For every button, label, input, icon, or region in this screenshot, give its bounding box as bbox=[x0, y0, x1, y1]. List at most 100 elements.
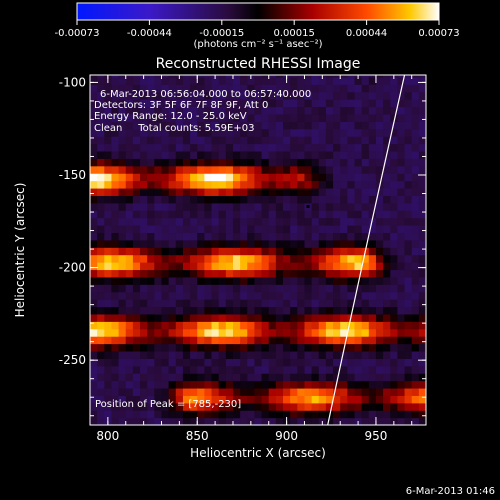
heatmap-cell bbox=[290, 91, 298, 100]
heatmap-cell bbox=[383, 328, 391, 337]
heatmap-cell bbox=[304, 387, 313, 396]
heatmap-cell bbox=[411, 195, 420, 204]
heatmap-cell bbox=[311, 180, 320, 189]
heatmap-cell bbox=[404, 284, 413, 293]
heatmap-cell bbox=[125, 336, 134, 345]
heatmap-cell bbox=[182, 173, 191, 182]
heatmap-cell bbox=[397, 313, 406, 322]
heatmap-cell bbox=[375, 395, 384, 404]
heatmap-cell bbox=[318, 91, 327, 100]
heatmap-cell bbox=[318, 180, 327, 189]
heatmap-cell bbox=[182, 91, 191, 100]
heatmap-cell bbox=[333, 217, 341, 226]
heatmap-cell bbox=[275, 173, 284, 182]
heatmap-cell bbox=[161, 210, 170, 219]
heatmap-cell bbox=[254, 410, 263, 419]
heatmap-cell bbox=[211, 306, 220, 315]
heatmap-cell bbox=[283, 165, 291, 174]
heatmap-cell bbox=[354, 410, 363, 419]
heatmap-cell bbox=[168, 373, 177, 382]
heatmap-cell bbox=[275, 402, 284, 411]
heatmap-cell bbox=[311, 365, 320, 374]
heatmap-cell bbox=[297, 113, 306, 122]
heatmap-cell bbox=[90, 365, 98, 374]
heatmap-cell bbox=[104, 136, 113, 145]
heatmap-cell bbox=[111, 217, 120, 226]
heatmap-cell bbox=[168, 76, 177, 85]
heatmap-cell bbox=[318, 136, 327, 145]
heatmap-cell bbox=[318, 254, 327, 263]
heatmap-cell bbox=[154, 276, 163, 285]
heatmap-cell bbox=[161, 106, 170, 115]
heatmap-cell bbox=[197, 99, 205, 108]
heatmap-cell bbox=[154, 150, 163, 159]
heatmap-cell bbox=[225, 395, 234, 404]
heatmap-cell bbox=[375, 402, 384, 411]
heatmap-cell bbox=[268, 350, 277, 359]
heatmap-cell bbox=[325, 84, 334, 93]
heatmap-cell bbox=[182, 106, 191, 115]
heatmap-cell bbox=[204, 180, 213, 189]
heatmap-cell bbox=[161, 321, 170, 330]
heatmap-cell bbox=[232, 410, 241, 419]
heatmap-cell bbox=[190, 136, 198, 145]
heatmap-cell bbox=[111, 387, 120, 396]
heatmap-cell bbox=[347, 343, 356, 352]
heatmap-cell bbox=[390, 150, 399, 159]
heatmap-cell bbox=[204, 165, 213, 174]
heatmap-cell bbox=[333, 91, 341, 100]
heatmap-cell bbox=[125, 276, 134, 285]
heatmap-cell bbox=[204, 150, 213, 159]
heatmap-cell bbox=[297, 247, 306, 256]
heatmap-cell bbox=[375, 321, 384, 330]
heatmap-cell bbox=[333, 313, 341, 322]
heatmap-cell bbox=[268, 269, 277, 278]
heatmap-cell bbox=[225, 76, 234, 85]
heatmap-cell bbox=[197, 239, 205, 248]
heatmap-cell bbox=[340, 373, 348, 382]
heatmap-cell bbox=[125, 365, 134, 374]
heatmap-cell bbox=[383, 99, 391, 108]
heatmap-cell bbox=[275, 91, 284, 100]
heatmap-cell bbox=[418, 239, 426, 248]
heatmap-cell bbox=[118, 402, 127, 411]
heatmap-cell bbox=[190, 284, 198, 293]
heatmap-cell bbox=[232, 173, 241, 182]
heatmap-cell bbox=[297, 158, 306, 167]
heatmap-cell bbox=[204, 350, 213, 359]
heatmap-cell bbox=[325, 232, 334, 241]
heatmap-cell bbox=[368, 195, 377, 204]
heatmap-cell bbox=[311, 276, 320, 285]
heatmap-cell bbox=[283, 306, 291, 315]
heatmap-cell bbox=[190, 254, 198, 263]
heatmap-cell bbox=[397, 247, 406, 256]
heatmap-cell bbox=[125, 75, 134, 78]
heatmap-cell bbox=[140, 239, 148, 248]
heatmap-cell bbox=[333, 173, 341, 182]
heatmap-cell bbox=[347, 284, 356, 293]
heatmap-cell bbox=[90, 343, 98, 352]
heatmap-cell bbox=[132, 269, 141, 278]
heatmap-cell bbox=[375, 343, 384, 352]
heatmap-cell bbox=[132, 247, 141, 256]
heatmap-cell bbox=[354, 76, 363, 85]
heatmap-cell bbox=[354, 350, 363, 359]
heatmap-cell bbox=[175, 269, 184, 278]
heatmap-cell bbox=[111, 225, 120, 234]
heatmap-cell bbox=[132, 395, 141, 404]
heatmap-cell bbox=[261, 195, 270, 204]
heatmap-cell bbox=[190, 143, 198, 152]
heatmap-cell bbox=[211, 106, 220, 115]
heatmap-cell bbox=[375, 276, 384, 285]
heatmap-cell bbox=[340, 336, 348, 345]
heatmap-cell bbox=[311, 91, 320, 100]
heatmap-cell bbox=[111, 284, 120, 293]
heatmap-cell bbox=[140, 395, 148, 404]
heatmap-cell bbox=[175, 136, 184, 145]
heatmap-cell bbox=[225, 180, 234, 189]
heatmap-cell bbox=[318, 306, 327, 315]
heatmap-cell bbox=[340, 232, 348, 241]
heatmap-cell bbox=[247, 128, 256, 137]
heatmap-cell bbox=[118, 321, 127, 330]
heatmap-cell bbox=[340, 84, 348, 93]
